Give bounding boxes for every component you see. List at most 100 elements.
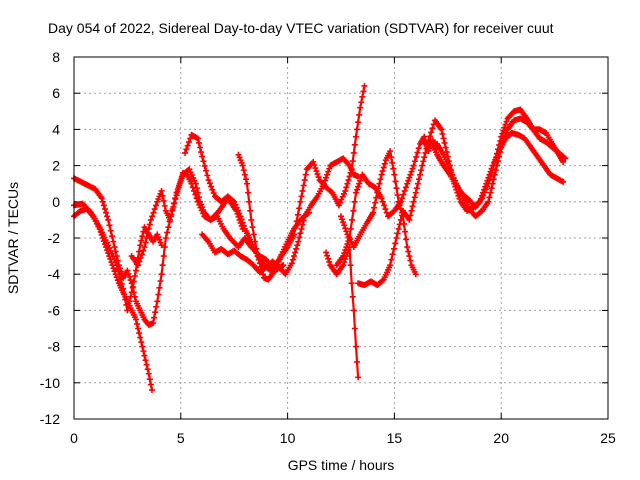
data-point: [314, 171, 321, 178]
data-point: [210, 190, 217, 197]
data-point: [388, 154, 395, 161]
data-point: [419, 162, 426, 169]
data-point: [299, 221, 306, 228]
data-point: [107, 227, 114, 234]
data-point: [197, 144, 204, 151]
data-point: [104, 213, 111, 220]
data-point: [138, 339, 145, 346]
data-point: [139, 233, 146, 240]
data-point: [296, 234, 303, 241]
data-point: [147, 216, 154, 223]
data-point: [497, 149, 504, 156]
series-arc-13: [434, 115, 567, 220]
data-point: [300, 182, 307, 189]
data-point: [341, 250, 348, 257]
y-tick-label: 2: [52, 158, 60, 174]
data-point: [406, 253, 413, 260]
data-point: [147, 381, 154, 388]
x-tick-label: 5: [177, 430, 185, 446]
data-point: [344, 241, 351, 248]
data-point: [340, 262, 347, 269]
data-point: [486, 177, 493, 184]
data-point: [311, 161, 318, 168]
data-point: [240, 167, 247, 174]
data-point: [127, 293, 134, 300]
data-point: [294, 211, 301, 218]
data-point: [143, 361, 150, 368]
data-point: [346, 173, 353, 180]
data-point: [361, 82, 368, 89]
data-point: [354, 186, 361, 193]
data-point: [503, 129, 510, 136]
data-point: [142, 357, 149, 364]
data-point: [502, 132, 509, 139]
data-point: [351, 141, 358, 148]
data-point: [141, 352, 148, 359]
data-point: [417, 171, 424, 178]
data-point: [300, 217, 307, 224]
data-point: [241, 171, 248, 178]
data-point: [320, 180, 327, 187]
series-arc-7: [199, 155, 362, 278]
data-point: [395, 225, 402, 232]
data-point: [403, 236, 410, 243]
data-point: [125, 270, 132, 277]
data-point: [414, 180, 421, 187]
data-point: [182, 149, 189, 156]
data-point: [204, 172, 211, 179]
data-point: [177, 178, 184, 185]
data-point: [389, 251, 396, 258]
data-point: [153, 202, 160, 209]
data-point: [208, 183, 215, 190]
data-point: [246, 198, 253, 205]
data-point: [315, 174, 322, 181]
data-point: [356, 111, 363, 118]
data-point: [168, 211, 175, 218]
data-point: [420, 158, 427, 165]
data-point: [360, 88, 367, 95]
data-point: [399, 195, 406, 202]
data-point: [354, 358, 361, 365]
data-point: [109, 233, 116, 240]
data-point: [170, 200, 177, 207]
series-line: [184, 133, 311, 272]
data-point: [169, 206, 176, 213]
data-point: [500, 127, 507, 134]
data-point: [350, 207, 357, 214]
data-point: [293, 218, 300, 225]
tick-labels: 0 5 10 15 20 25 -12 -10 -8 -6 -4 -2 0 2 4 6 8: [40, 49, 616, 446]
data-point: [485, 198, 492, 205]
data-point: [150, 209, 157, 216]
data-point: [160, 253, 167, 260]
data-point: [203, 167, 210, 174]
data-point: [397, 198, 404, 205]
data-point: [400, 191, 407, 198]
data-point: [110, 265, 117, 272]
data-point: [380, 164, 387, 171]
data-point: [118, 280, 125, 287]
data-point: [151, 206, 158, 213]
data-point: [296, 205, 303, 212]
data-point: [345, 177, 352, 184]
data-point: [421, 154, 428, 161]
data-point: [126, 298, 133, 305]
data-point: [349, 216, 356, 223]
data-point: [247, 207, 254, 214]
data-point: [237, 213, 244, 220]
data-point: [490, 176, 497, 183]
y-axis-label: SDTVAR / TECUs: [5, 182, 21, 294]
data-point: [342, 247, 349, 254]
data-point: [412, 189, 419, 196]
data-point: [418, 167, 425, 174]
data-point: [408, 168, 415, 175]
data-point: [158, 187, 165, 194]
data-point: [172, 195, 179, 202]
data-point: [411, 194, 418, 201]
data-point: [140, 247, 147, 254]
data-point: [313, 168, 320, 175]
data-point: [256, 260, 263, 267]
data-point: [371, 204, 378, 211]
data-point: [280, 262, 287, 269]
data-point: [298, 193, 305, 200]
data-point: [115, 266, 122, 273]
